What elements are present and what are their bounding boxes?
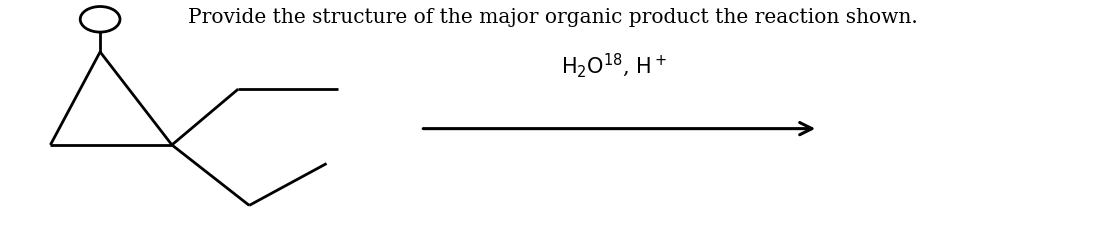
Text: $\mathrm{H_2O^{18}}$, $\mathrm{H^+}$: $\mathrm{H_2O^{18}}$, $\mathrm{H^+}$ <box>561 52 667 80</box>
Text: Provide the structure of the major organic product the reaction shown.: Provide the structure of the major organ… <box>188 8 918 27</box>
Ellipse shape <box>81 7 119 32</box>
